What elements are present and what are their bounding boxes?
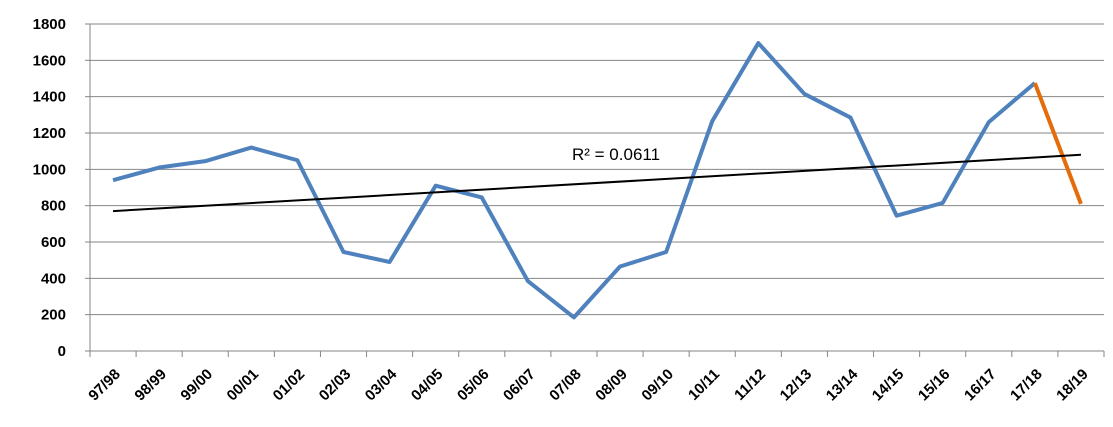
y-tick-label: 1000	[33, 161, 66, 178]
x-tick-label: 18/19	[1053, 366, 1092, 405]
y-tick-label: 1800	[33, 16, 66, 33]
x-tick-label: 07/08	[546, 366, 585, 405]
x-tick-label: 02/03	[316, 366, 355, 405]
y-tick-label: 200	[41, 307, 66, 324]
series-line	[1032, 82, 1083, 205]
y-tick-label: 600	[41, 234, 66, 251]
x-tick-label: 12/13	[777, 366, 816, 405]
x-tick-label: 17/18	[1007, 366, 1046, 405]
y-tick-label: 0	[58, 343, 66, 360]
x-tick-label: 99/00	[177, 366, 216, 405]
x-tick-label: 11/12	[731, 366, 769, 404]
x-tick-label: 06/07	[500, 366, 539, 405]
x-tick-label: 05/06	[454, 366, 493, 405]
x-tick-label: 98/99	[131, 366, 170, 405]
x-tick-label: 13/14	[823, 365, 862, 404]
x-tick-label: 04/05	[408, 366, 447, 405]
x-tick-label: 09/10	[638, 366, 677, 405]
y-tick-label: 1600	[33, 52, 66, 69]
x-tick-label: 16/17	[961, 366, 1000, 405]
x-tick-label: 14/15	[869, 366, 908, 405]
x-tick-label: 08/09	[592, 366, 631, 405]
y-tick-label: 1400	[33, 89, 66, 106]
x-tick-label: 97/98	[85, 366, 124, 405]
x-tick-label: 01/02	[270, 366, 309, 405]
x-tick-label: 10/11	[685, 366, 723, 404]
x-tick-label: 15/16	[915, 366, 954, 405]
y-tick-label: 800	[41, 198, 66, 215]
x-tick-label: 00/01	[224, 366, 263, 405]
y-tick-label: 1200	[33, 125, 66, 142]
trendline	[112, 153, 1082, 213]
x-tick-label: 03/04	[362, 365, 401, 404]
trendline-label: R² = 0.0611	[572, 145, 660, 164]
y-tick-label: 400	[41, 270, 66, 287]
series-line	[112, 41, 1037, 320]
